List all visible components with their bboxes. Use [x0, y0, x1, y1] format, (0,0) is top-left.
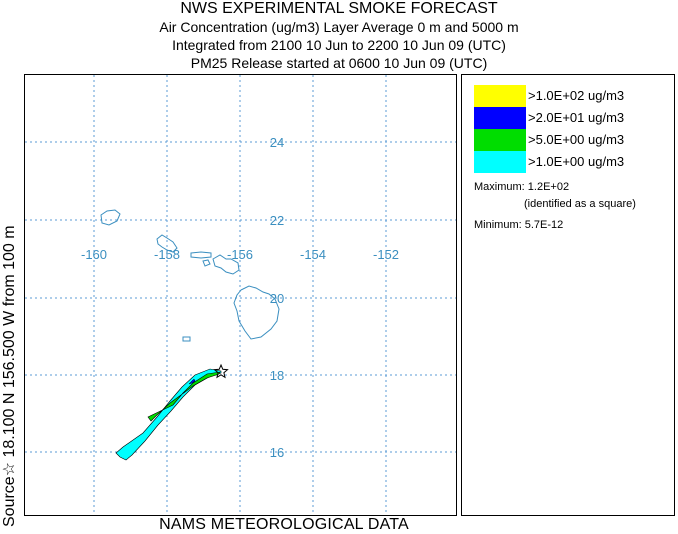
legend-label: >2.0E+01 ug/m3 — [528, 110, 625, 125]
map-svg: -160 -158 -156 -154 -152 24 22 20 18 16 — [25, 75, 456, 515]
lat-label-16: 16 — [270, 445, 284, 460]
legend-swatch — [474, 151, 526, 173]
forecast-title: NWS EXPERIMENTAL SMOKE FORECAST — [180, 0, 498, 17]
lon-grid — [93, 75, 387, 515]
map-panel: -160 -158 -156 -154 -152 24 22 20 18 16 — [24, 74, 457, 516]
legend-item: >1.0E+02 ug/m3 — [474, 85, 674, 107]
legend-swatch — [474, 107, 526, 129]
lon-label-160: -160 — [81, 247, 107, 262]
integration-period: Integrated from 2100 10 Jun to 2200 10 J… — [172, 37, 506, 53]
legend-item: >5.0E+00 ug/m3 — [474, 129, 674, 151]
lon-label-156: -156 — [227, 247, 253, 262]
plume-level-cyan — [115, 368, 222, 461]
legend-minimum: Minimum: 5.7E-12 — [474, 219, 564, 231]
island-lanai — [202, 259, 211, 267]
lat-label-22: 22 — [270, 213, 284, 228]
plume-level-blue — [188, 378, 196, 385]
legend-label: >1.0E+00 ug/m3 — [528, 154, 625, 169]
coastlines — [100, 209, 280, 342]
legend-label: >1.0E+02 ug/m3 — [528, 88, 625, 103]
island-oahu — [156, 234, 178, 253]
legend-swatch — [474, 85, 526, 107]
legend-maximum: Maximum: 1.2E+02 — [474, 181, 570, 193]
met-data-label: NAMS METEOROLOGICAL DATA — [159, 516, 409, 533]
legend-maximum-note: (identified as a square) — [524, 198, 636, 210]
island-niihau-kauai — [100, 209, 121, 226]
lon-label-152: -152 — [373, 247, 399, 262]
legend-swatch — [474, 129, 526, 151]
lon-label-158: -158 — [154, 247, 180, 262]
smoke-plume — [115, 363, 229, 461]
legend-panel: >1.0E+02 ug/m3 >2.0E+01 ug/m3 >5.0E+00 u… — [461, 74, 675, 516]
lat-label-18: 18 — [270, 368, 284, 383]
lat-grid — [25, 141, 456, 453]
reef-rect — [182, 336, 191, 342]
lat-label-20: 20 — [270, 291, 284, 306]
lon-label-154: -154 — [300, 247, 326, 262]
source-location-label: Source☆ 18.100 N 156.500 W from 100 m — [1, 225, 18, 527]
island-big-island — [233, 285, 280, 340]
concentration-subtitle: Air Concentration (ug/m3) Layer Average … — [159, 19, 519, 35]
plume-level-green — [147, 371, 221, 422]
lat-label-24: 24 — [270, 135, 284, 150]
legend-label: >5.0E+00 ug/m3 — [528, 132, 625, 147]
release-start: PM25 Release started at 0600 10 Jun 09 (… — [190, 55, 488, 71]
legend-item: >1.0E+00 ug/m3 — [474, 151, 674, 173]
legend-item: >2.0E+01 ug/m3 — [474, 107, 674, 129]
island-maui — [212, 254, 240, 275]
island-molokai — [190, 251, 212, 259]
source-star — [213, 363, 229, 379]
